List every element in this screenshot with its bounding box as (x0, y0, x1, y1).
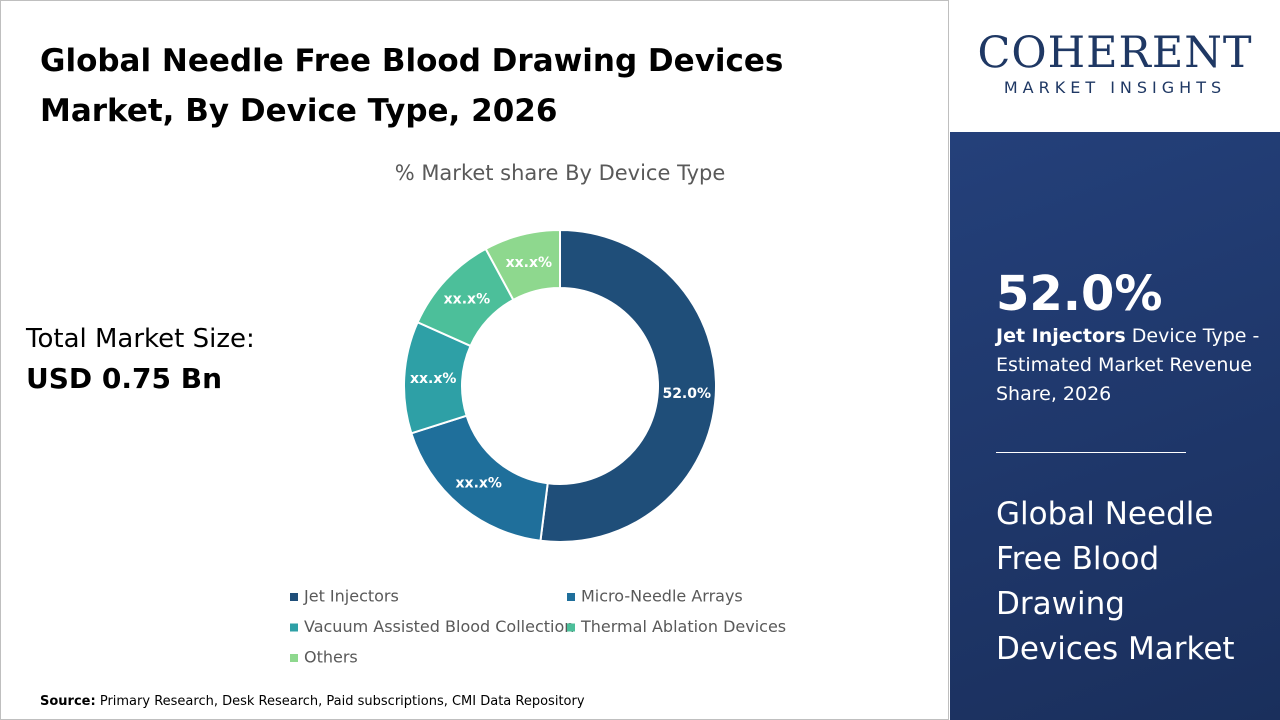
source-text: Primary Research, Desk Research, Paid su… (99, 694, 585, 709)
legend-swatch (567, 593, 575, 601)
value-label: xx.x% (456, 476, 502, 492)
legend-label: Others (304, 648, 358, 667)
highlight-value: 52.0% (996, 266, 1163, 322)
divider (996, 452, 1186, 453)
chart: % Market share By Device Type 52.0% xx.x%… (290, 161, 786, 667)
legend-label: Thermal Ablation Devices (580, 617, 786, 636)
legend-label: Vacuum Assisted Blood Collection (304, 617, 574, 636)
market-size-label: Total Market Size: (26, 324, 255, 354)
highlight-description: Jet Injectors Device Type - Estimated Ma… (996, 322, 1266, 409)
legend-swatch (567, 623, 575, 632)
legend-label: Jet Injectors (303, 587, 399, 606)
market-name: Global Needle Free Blood Drawing Devices… (996, 496, 1235, 667)
source-label: Source: (40, 694, 96, 709)
legend-swatch (290, 593, 298, 601)
value-label: xx.x% (506, 255, 552, 271)
page-title: Global Needle Free Blood Drawing Devices… (40, 43, 784, 129)
legend-swatch (290, 654, 298, 662)
value-label: xx.x% (444, 292, 490, 308)
logo-tagline: MARKET INSIGHTS (1003, 78, 1227, 97)
logo-name: COHERENT (977, 28, 1253, 78)
logo: COHERENT MARKET INSIGHTS (950, 0, 1280, 132)
sidebar: 52.0% Jet Injectors Device Type - Estima… (950, 132, 1280, 720)
description: Device Type - Estimated Market Revenue S… (996, 325, 1260, 405)
value-label: 52.0% (662, 386, 711, 402)
donut-segment (484, 228, 561, 302)
legend-label: Micro-Needle Arrays (581, 587, 743, 606)
donut-segment (539, 228, 717, 543)
segment-name: Jet Injectors (996, 325, 1126, 347)
chart-title: % Market share By Device Type (395, 161, 726, 185)
market-size-value: USD 0.75 Bn (26, 362, 222, 395)
value-label: xx.x% (410, 371, 456, 387)
source: Source: Primary Research, Desk Research,… (40, 694, 585, 709)
legend-swatch (290, 623, 298, 632)
